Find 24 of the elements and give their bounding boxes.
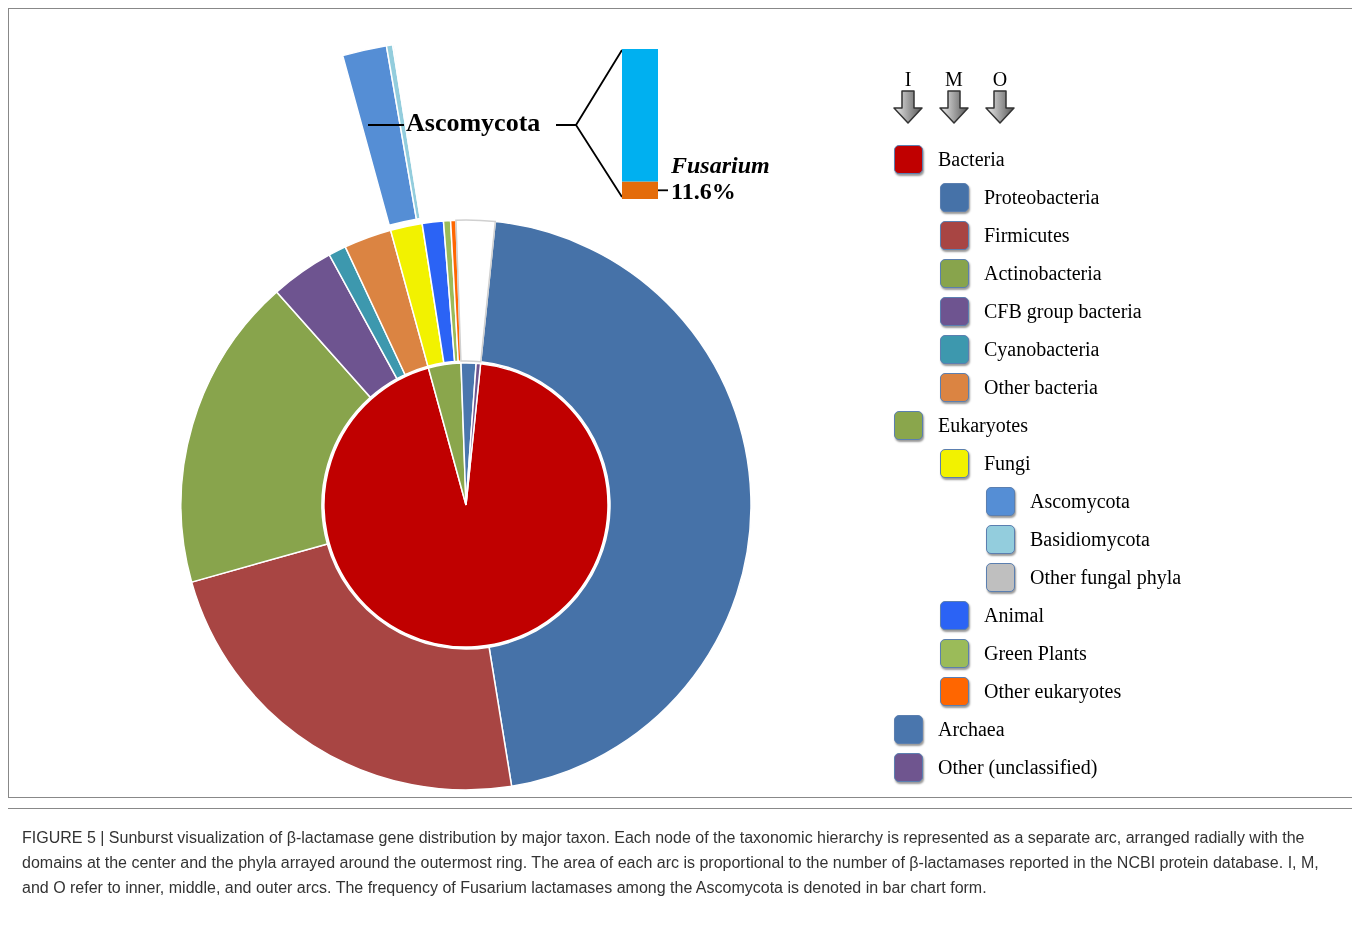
legend-label: Bacteria — [938, 147, 1005, 171]
legend-label: Ascomycota — [1030, 489, 1130, 513]
legend-label: Other eukaryotes — [984, 679, 1122, 703]
legend-label: Other bacteria — [984, 375, 1098, 399]
legend-label: CFB group bacteria — [984, 299, 1142, 323]
chart-title: I — [904, 68, 912, 90]
legend-label: Cyanobacteria — [984, 337, 1100, 361]
text: O — [992, 68, 1008, 90]
legend-label: Other fungal phyla — [1030, 565, 1182, 589]
data-label: 11.6% — [671, 177, 736, 204]
legend-label: Green Plants — [984, 641, 1087, 665]
caption: FIGURE 5 | Sunburst visualization of β-lactamase gene distribution by major taxon. Each node of the taxonomic hierarchy is represented as a separate arc, arranged radially with the domains at the center and the phyla arrayed around the outermost ring. The area of each arc is proportional to the number of β-lactamases reported in the NCBI protein database. I, M, and O refer to inner, middle, and outer arcs. The frequency of Fusarium lactamases among the Ascomycota is denoted in bar chart form. — [22, 828, 1320, 898]
legend-label: Eukaryotes — [938, 413, 1028, 437]
legend-label: Firmicutes — [984, 223, 1070, 247]
legend-label: Other (unclassified) — [938, 755, 1098, 779]
text: Ascomycota — [406, 108, 541, 138]
legend-label: Basidiomycota — [1030, 527, 1150, 551]
chart-title: M — [945, 68, 963, 90]
legend-label: Fungi — [984, 451, 1031, 475]
legend-label: Animal — [984, 603, 1044, 627]
legend-label: Actinobacteria — [984, 261, 1102, 285]
legend-label: Archaea — [938, 717, 1005, 741]
series-label: Fusarium — [670, 151, 770, 178]
legend-label: Proteobacteria — [984, 185, 1100, 209]
